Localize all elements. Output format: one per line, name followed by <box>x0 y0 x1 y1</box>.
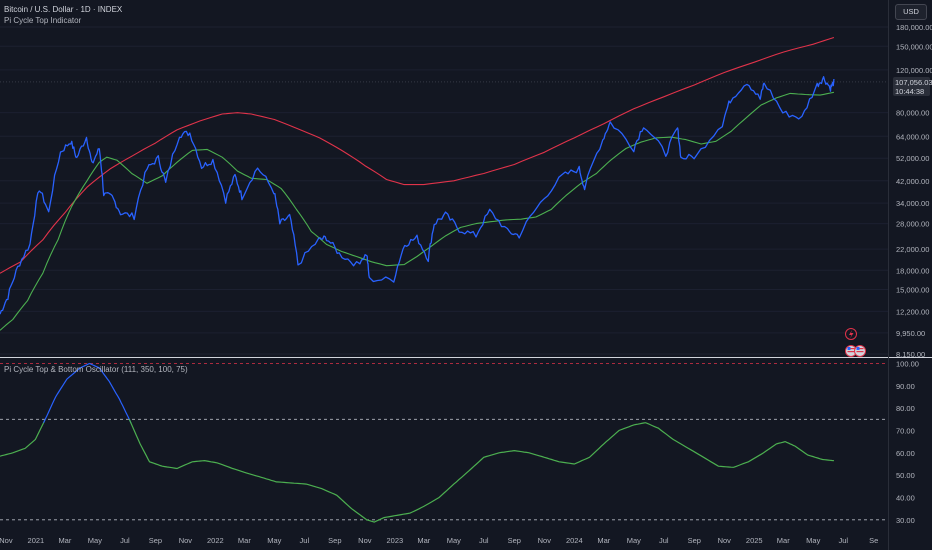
oscillator-tick-label: 100.00 <box>896 359 919 368</box>
time-tick-label: Sep <box>688 536 701 545</box>
price-tick-label: 28,000.00 <box>896 220 929 229</box>
time-tick-label: May <box>447 536 461 545</box>
time-tick-label: Jul <box>479 536 489 545</box>
price-tick-label: 80,000.00 <box>896 109 929 118</box>
time-tick-label: Jul <box>300 536 310 545</box>
time-tick-label: May <box>88 536 102 545</box>
last-price-value: 107,056.03 <box>895 78 932 87</box>
price-line[interactable] <box>0 76 835 315</box>
flag-stripe-icon <box>856 348 864 350</box>
oscillator-tick-label: 50.00 <box>896 471 915 480</box>
time-tick-label: Jul <box>120 536 130 545</box>
time-tick-label: Jul <box>838 536 848 545</box>
time-tick-label: 2025 <box>746 536 763 545</box>
price-tick-label: 12,200.00 <box>896 307 929 316</box>
indicator-title[interactable]: Pi Cycle Top Indicator <box>4 16 82 25</box>
price-tick-label: 34,000.00 <box>896 199 929 208</box>
price-tick-label: 52,000.00 <box>896 154 929 163</box>
axes: 8,150.00 9,950.00 12,200.00 15,000.00 18,000… <box>0 23 932 545</box>
oscillator-tick-label: 70.00 <box>896 426 915 435</box>
price-tick-label: 120,000.00 <box>896 66 932 75</box>
time-tick-label: May <box>627 536 641 545</box>
oscillator-pane[interactable] <box>0 362 888 523</box>
time-tick-label: May <box>806 536 820 545</box>
oscillator-tick-label: 60.00 <box>896 449 915 458</box>
last-price-badge: 107,056.03 10:44:38 <box>893 77 932 96</box>
time-tick-label: 2021 <box>28 536 45 545</box>
oscillator-legend[interactable]: Pi Cycle Top & Bottom Oscillator (111, 3… <box>4 364 188 375</box>
price-tick-label: 9,950.00 <box>896 329 925 338</box>
time-tick-label: 2022 <box>207 536 224 545</box>
time-tick-label: Jul <box>659 536 669 545</box>
long-ma-line[interactable] <box>0 36 835 274</box>
oscillator-line[interactable] <box>43 362 132 424</box>
oscillator-tick-label: 80.00 <box>896 404 915 413</box>
time-tick-label: Mar <box>58 536 71 545</box>
oscillator-tick-label: 40.00 <box>896 493 915 502</box>
time-tick-label: Nov <box>179 536 193 545</box>
oscillator-line[interactable] <box>0 419 46 457</box>
flag-stripe-icon <box>847 351 855 353</box>
price-tick-label: 8,150.00 <box>896 350 925 359</box>
time-tick-label: Mar <box>777 536 790 545</box>
price-tick-label: 15,000.00 <box>896 286 929 295</box>
symbol-title[interactable]: Bitcoin / U.S. Dollar · 1D · INDEX <box>4 5 123 14</box>
time-tick-label: Nov <box>538 536 552 545</box>
event-icons[interactable] <box>845 328 866 357</box>
price-tick-label: 64,000.00 <box>896 132 929 141</box>
time-tick-label: 2024 <box>566 536 583 545</box>
time-tick-label: May <box>267 536 281 545</box>
time-tick-label: Sep <box>508 536 521 545</box>
flag-canton-icon <box>847 347 851 350</box>
time-tick-label: Mar <box>417 536 430 545</box>
flash-symbol-icon <box>849 330 854 339</box>
time-tick-label: Mar <box>597 536 610 545</box>
price-pane[interactable] <box>0 36 835 331</box>
time-tick-label: 2023 <box>386 536 403 545</box>
price-tick-label: 42,000.00 <box>896 177 929 186</box>
flag-stripe-icon <box>847 348 855 350</box>
price-tick-label: 150,000.00 <box>896 42 932 51</box>
time-tick-label: Sep <box>328 536 341 545</box>
currency-button[interactable]: USD <box>895 4 927 20</box>
price-tick-label: 18,000.00 <box>896 266 929 275</box>
time-tick-label: Sep <box>149 536 162 545</box>
short-ma-line[interactable] <box>0 91 835 331</box>
time-tick-label: Mar <box>238 536 251 545</box>
oscillator-title[interactable]: Pi Cycle Top & Bottom Oscillator (111, 3… <box>4 365 188 374</box>
time-tick-label: Nov <box>0 536 13 545</box>
oscillator-tick-label: 90.00 <box>896 382 915 391</box>
time-tick-label: Nov <box>358 536 372 545</box>
oscillator-tick-label: 30.00 <box>896 516 915 525</box>
bar-countdown: 10:44:38 <box>895 87 925 96</box>
price-tick-label: 180,000.00 <box>896 23 932 32</box>
main-legend[interactable]: Bitcoin / U.S. Dollar · 1D · INDEX Pi Cy… <box>4 4 122 26</box>
oscillator-line[interactable] <box>128 419 834 523</box>
price-tick-label: 22,000.00 <box>896 245 929 254</box>
flag-canton-icon <box>856 347 860 350</box>
time-tick-label: Se <box>869 536 878 545</box>
flag-stripe-icon <box>856 351 864 353</box>
time-tick-label: Nov <box>718 536 732 545</box>
